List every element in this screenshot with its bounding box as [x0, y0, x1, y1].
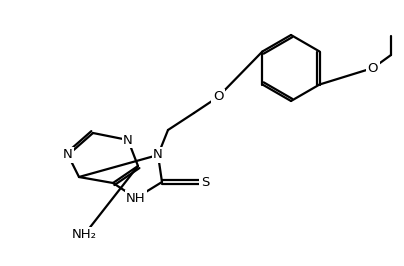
- Text: O: O: [213, 90, 223, 103]
- Text: NH: NH: [126, 192, 146, 205]
- Text: NH₂: NH₂: [72, 228, 97, 242]
- Text: N: N: [63, 148, 73, 161]
- Text: O: O: [368, 61, 378, 74]
- Text: N: N: [123, 134, 133, 147]
- Text: S: S: [201, 176, 209, 189]
- Text: N: N: [153, 148, 163, 161]
